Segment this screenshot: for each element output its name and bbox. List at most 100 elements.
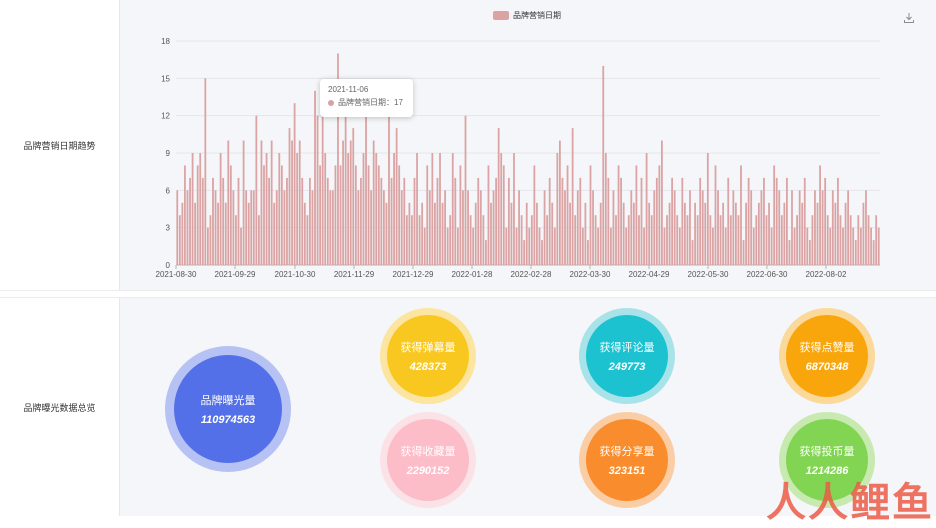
chart-bar[interactable] bbox=[653, 190, 656, 265]
chart-legend[interactable]: 品牌营销日期 bbox=[493, 10, 561, 21]
chart-bar[interactable] bbox=[209, 215, 212, 265]
chart-bar[interactable] bbox=[581, 227, 584, 265]
chart-bar[interactable] bbox=[191, 153, 194, 265]
chart-bar[interactable] bbox=[479, 190, 482, 265]
chart-bar[interactable] bbox=[831, 190, 834, 265]
chart-bar[interactable] bbox=[418, 215, 421, 265]
chart-bar[interactable] bbox=[293, 103, 296, 265]
chart-bar[interactable] bbox=[232, 190, 235, 265]
chart-bar[interactable] bbox=[352, 128, 355, 265]
chart-bar[interactable] bbox=[566, 165, 569, 265]
chart-bar[interactable] bbox=[768, 202, 770, 265]
chart-bar[interactable] bbox=[306, 215, 309, 265]
chart-bar[interactable] bbox=[622, 202, 625, 265]
chart-bar[interactable] bbox=[342, 140, 344, 265]
chart-bar[interactable] bbox=[393, 153, 395, 265]
chart-bar[interactable] bbox=[612, 190, 615, 265]
chart-bar[interactable] bbox=[837, 177, 839, 265]
chart-bar[interactable] bbox=[370, 190, 373, 265]
chart-bar[interactable] bbox=[487, 165, 490, 265]
chart-bar[interactable] bbox=[451, 153, 454, 265]
chart-bar[interactable] bbox=[482, 215, 485, 265]
chart-bar[interactable] bbox=[301, 177, 304, 265]
chart-bar[interactable] bbox=[344, 115, 347, 265]
chart-bar[interactable] bbox=[556, 153, 559, 265]
chart-bar[interactable] bbox=[263, 165, 265, 265]
chart-bar[interactable] bbox=[865, 190, 867, 265]
chart-bar[interactable] bbox=[551, 202, 554, 265]
chart-bar[interactable] bbox=[630, 190, 633, 265]
chart-bar[interactable] bbox=[617, 165, 620, 265]
chart-bar[interactable] bbox=[495, 177, 498, 265]
chart-bar[interactable] bbox=[423, 227, 426, 265]
chart-bar[interactable] bbox=[750, 190, 753, 265]
chart-bar[interactable] bbox=[824, 177, 827, 265]
chart-bar[interactable] bbox=[347, 153, 350, 265]
chart-bar[interactable] bbox=[413, 177, 416, 265]
chart-bar[interactable] bbox=[584, 202, 587, 265]
chart-bar[interactable] bbox=[814, 190, 816, 265]
chart-bar[interactable] bbox=[515, 227, 518, 265]
chart-bar[interactable] bbox=[834, 202, 837, 265]
chart-bar[interactable] bbox=[186, 190, 189, 265]
chart-bar[interactable] bbox=[326, 177, 329, 265]
chart-bar[interactable] bbox=[602, 65, 605, 265]
chart-bar[interactable] bbox=[632, 202, 635, 265]
chart-bar[interactable] bbox=[500, 153, 503, 265]
chart-bar[interactable] bbox=[176, 190, 179, 265]
chart-bar[interactable] bbox=[712, 227, 714, 265]
chart-bar[interactable] bbox=[683, 202, 686, 265]
chart-bar[interactable] bbox=[640, 177, 643, 265]
chart-bar[interactable] bbox=[553, 227, 556, 265]
chart-bar[interactable] bbox=[431, 153, 434, 265]
chart-bar[interactable] bbox=[806, 227, 809, 265]
chart-bar[interactable] bbox=[189, 177, 191, 265]
chart-bar[interactable] bbox=[405, 215, 408, 265]
chart-bar[interactable] bbox=[441, 202, 444, 265]
chart-bar[interactable] bbox=[694, 202, 696, 265]
chart-bar[interactable] bbox=[314, 90, 316, 265]
chart-bar[interactable] bbox=[446, 227, 449, 265]
chart-bar[interactable] bbox=[793, 227, 796, 265]
chart-bar[interactable] bbox=[337, 53, 339, 265]
chart-bar[interactable] bbox=[745, 202, 747, 265]
chart-bar[interactable] bbox=[668, 202, 671, 265]
chart-bar[interactable] bbox=[485, 240, 487, 265]
chart-bar[interactable] bbox=[691, 240, 694, 265]
chart-bar[interactable] bbox=[434, 202, 436, 265]
chart-bar[interactable] bbox=[411, 215, 413, 265]
chart-bar[interactable] bbox=[849, 215, 852, 265]
chart-bar[interactable] bbox=[857, 215, 860, 265]
chart-bar[interactable] bbox=[382, 190, 385, 265]
chart-bar[interactable] bbox=[747, 177, 750, 265]
chart-bar[interactable] bbox=[757, 202, 760, 265]
chart-bar[interactable] bbox=[663, 227, 666, 265]
chart-bar[interactable] bbox=[627, 215, 630, 265]
chart-bar[interactable] bbox=[286, 177, 288, 265]
chart-bar[interactable] bbox=[699, 177, 702, 265]
chart-bar[interactable] bbox=[786, 177, 788, 265]
chart-bar[interactable] bbox=[316, 115, 319, 265]
chart-bar[interactable] bbox=[428, 190, 431, 265]
chart-bar[interactable] bbox=[462, 190, 464, 265]
chart-bar[interactable] bbox=[280, 165, 283, 265]
chart-bar[interactable] bbox=[872, 240, 875, 265]
chart-bar[interactable] bbox=[752, 227, 755, 265]
chart-bar[interactable] bbox=[449, 215, 452, 265]
chart-bar[interactable] bbox=[474, 202, 477, 265]
chart-bar[interactable] bbox=[859, 227, 862, 265]
chart-bar[interactable] bbox=[847, 190, 850, 265]
chart-bar[interactable] bbox=[592, 190, 594, 265]
chart-bar[interactable] bbox=[803, 177, 806, 265]
chart-bar[interactable] bbox=[219, 153, 222, 265]
chart-bar[interactable] bbox=[416, 153, 418, 265]
chart-bar[interactable] bbox=[178, 215, 181, 265]
chart-bar[interactable] bbox=[561, 177, 564, 265]
chart-bar[interactable] bbox=[760, 190, 763, 265]
chart-bar[interactable] bbox=[533, 165, 536, 265]
chart-bar[interactable] bbox=[645, 153, 648, 265]
chart-bar[interactable] bbox=[801, 202, 804, 265]
chart-bar[interactable] bbox=[421, 202, 424, 265]
chart-bar[interactable] bbox=[250, 190, 253, 265]
chart-bar[interactable] bbox=[199, 153, 202, 265]
